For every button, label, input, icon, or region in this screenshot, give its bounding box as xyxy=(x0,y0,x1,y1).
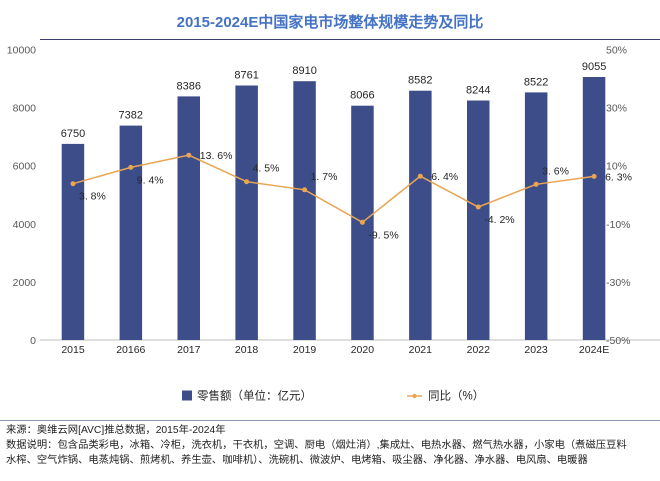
svg-text:8582: 8582 xyxy=(408,75,432,87)
svg-text:2000: 2000 xyxy=(13,277,37,289)
svg-text:9. 4%: 9. 4% xyxy=(137,174,164,186)
svg-text:9055: 9055 xyxy=(582,61,606,73)
svg-text:10000: 10000 xyxy=(7,45,36,57)
svg-text:2023: 2023 xyxy=(524,344,548,356)
svg-text:2015: 2015 xyxy=(61,344,85,356)
svg-text:1. 7%: 1. 7% xyxy=(311,171,338,183)
svg-text:6000: 6000 xyxy=(13,161,37,173)
svg-text:-10%: -10% xyxy=(606,219,631,231)
svg-text:-9. 5%: -9. 5% xyxy=(368,229,398,241)
svg-text:6. 3%: 6. 3% xyxy=(605,171,632,183)
svg-text:0: 0 xyxy=(30,335,36,347)
svg-text:2020: 2020 xyxy=(351,344,375,356)
svg-text:8244: 8244 xyxy=(466,85,490,97)
svg-text:3. 6%: 3. 6% xyxy=(542,165,569,177)
svg-text:4000: 4000 xyxy=(13,219,37,231)
svg-text:-50%: -50% xyxy=(606,335,631,347)
svg-text:30%: 30% xyxy=(606,103,627,115)
svg-text:-4. 2%: -4. 2% xyxy=(484,214,514,226)
svg-text:13. 6%: 13. 6% xyxy=(200,150,233,162)
svg-text:2017: 2017 xyxy=(177,344,201,356)
svg-text:4. 5%: 4. 5% xyxy=(253,163,280,175)
svg-text:2024E: 2024E xyxy=(579,344,609,356)
svg-text:2018: 2018 xyxy=(235,344,259,356)
svg-text:同比（%）: 同比（%） xyxy=(428,390,484,403)
svg-text:3. 8%: 3. 8% xyxy=(79,191,106,203)
svg-text:-30%: -30% xyxy=(606,277,631,289)
svg-text:2022: 2022 xyxy=(467,344,491,356)
svg-text:20166: 20166 xyxy=(116,344,145,356)
svg-text:8386: 8386 xyxy=(177,80,201,92)
svg-text:50%: 50% xyxy=(606,45,627,57)
svg-text:2021: 2021 xyxy=(409,344,433,356)
svg-text:8000: 8000 xyxy=(13,103,37,115)
svg-text:8761: 8761 xyxy=(234,70,258,82)
svg-text:6750: 6750 xyxy=(61,128,85,140)
svg-text:8066: 8066 xyxy=(350,90,374,102)
svg-text:10%: 10% xyxy=(606,161,627,173)
svg-text:7382: 7382 xyxy=(119,110,143,122)
svg-text:2019: 2019 xyxy=(293,344,317,356)
svg-text:8522: 8522 xyxy=(524,76,548,88)
svg-text:8910: 8910 xyxy=(292,65,316,77)
svg-text:零售额（单位：亿元）: 零售额（单位：亿元） xyxy=(197,389,312,403)
svg-text:6. 4%: 6. 4% xyxy=(431,171,458,183)
